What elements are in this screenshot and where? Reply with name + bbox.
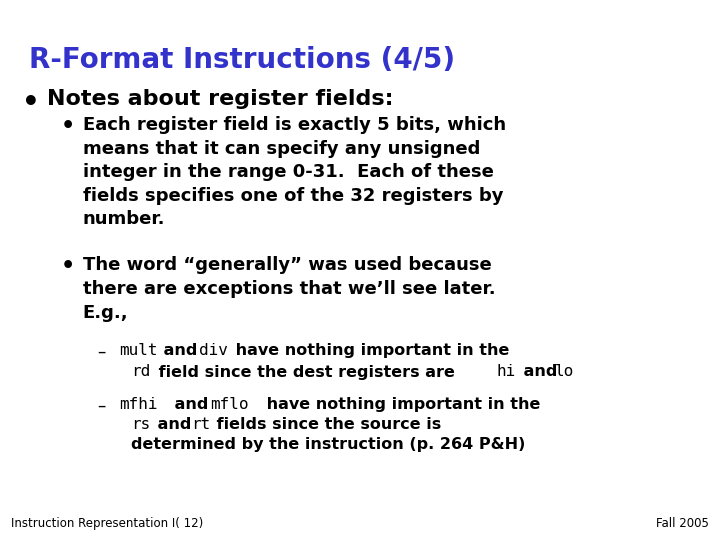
Text: •: • <box>61 256 76 276</box>
Text: determined by the instruction (p. 264 P&H): determined by the instruction (p. 264 P&… <box>131 437 526 452</box>
Text: –: – <box>97 397 106 415</box>
Text: •: • <box>61 116 76 136</box>
Text: have nothing important in the: have nothing important in the <box>230 343 510 358</box>
Text: Instruction Representation I( 12): Instruction Representation I( 12) <box>11 517 203 530</box>
Text: mult: mult <box>119 343 157 358</box>
Text: field since the dest registers are: field since the dest registers are <box>153 364 461 380</box>
Text: Notes about register fields:: Notes about register fields: <box>47 89 393 109</box>
Text: Fall 2005: Fall 2005 <box>657 517 709 530</box>
Text: The word “generally” was used because
there are exceptions that we’ll see later.: The word “generally” was used because th… <box>83 256 495 322</box>
Text: lo: lo <box>554 364 574 380</box>
Text: hi: hi <box>497 364 516 380</box>
Text: Each register field is exactly 5 bits, which
means that it can specify any unsig: Each register field is exactly 5 bits, w… <box>83 116 506 228</box>
Text: R-Format Instructions (4/5): R-Format Instructions (4/5) <box>29 46 455 74</box>
Text: have nothing important in the: have nothing important in the <box>261 397 540 412</box>
Text: rs: rs <box>131 417 150 432</box>
Text: mfhi: mfhi <box>119 397 157 412</box>
Text: and: and <box>152 417 197 432</box>
Text: and: and <box>169 397 215 412</box>
Text: and: and <box>518 364 564 380</box>
Text: mflo: mflo <box>210 397 248 412</box>
Text: rd: rd <box>131 364 150 380</box>
Text: fields since the source is: fields since the source is <box>211 417 441 432</box>
Text: •: • <box>22 89 40 117</box>
Text: and: and <box>158 343 204 358</box>
Text: rt: rt <box>191 417 210 432</box>
Text: div: div <box>199 343 228 358</box>
Text: –: – <box>97 343 106 361</box>
